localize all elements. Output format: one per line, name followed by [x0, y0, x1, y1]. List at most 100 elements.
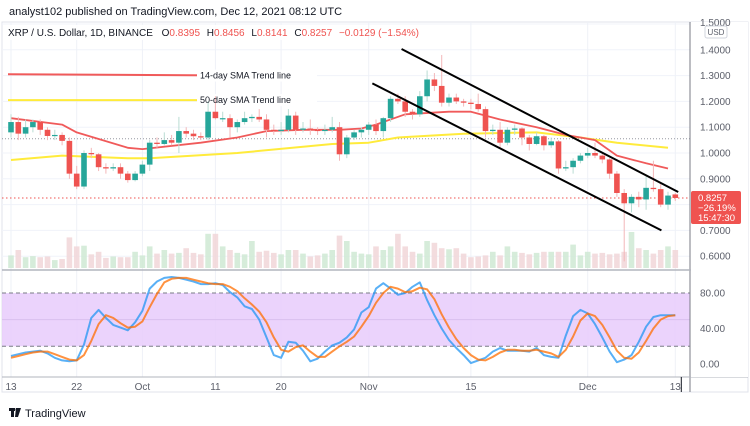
candle-body [285, 115, 292, 130]
current-price-label: 0.8257 −26.19% 15:47:30 [691, 190, 741, 224]
candle [190, 129, 197, 141]
legend-text: XRP / U.S. Dollar, 1D, BINANCE O0.8395 H… [8, 28, 419, 39]
candle-body [431, 79, 438, 86]
candle-body [190, 133, 197, 137]
candle [460, 98, 467, 107]
stoch-d-line [10, 276, 676, 362]
candle [219, 111, 226, 123]
candle [657, 183, 664, 208]
candle [139, 160, 146, 177]
candle [176, 116, 182, 153]
price-tick-label: 0.9000 [700, 174, 731, 185]
candle-body [453, 97, 460, 102]
candle [307, 119, 314, 135]
candle [249, 114, 255, 123]
legend: XRP / U.S. Dollar, 1D, BINANCE O0.8395 H… [4, 25, 419, 40]
candle-body [533, 136, 540, 144]
volume-bar [132, 251, 138, 268]
volume-bar [249, 241, 255, 268]
candle-body [66, 140, 73, 174]
candle-body [205, 111, 211, 138]
volume-bar [555, 251, 562, 268]
volume-bar [672, 250, 679, 268]
volume-bar [168, 253, 175, 268]
volume-bar [73, 246, 80, 268]
channel-lines[interactable] [371, 48, 679, 232]
volume-bar [314, 255, 321, 268]
volume-bar [66, 237, 73, 268]
candle [519, 127, 525, 146]
volume-bar [380, 250, 387, 268]
legend-high: 0.8456 [214, 28, 245, 39]
volume-bar [256, 251, 262, 268]
volume-bar [263, 250, 270, 268]
candle [468, 98, 474, 110]
candle-body [73, 173, 80, 187]
candle [161, 132, 168, 146]
channel-lower-line [371, 82, 662, 232]
candle-body [44, 129, 51, 136]
candle [636, 191, 642, 208]
tradingview-logo[interactable]: TradingView [9, 408, 86, 420]
volume-bar [526, 254, 533, 268]
candle-body [336, 127, 343, 155]
volume-bar [103, 257, 109, 268]
volume-bar [146, 246, 153, 268]
volume-bar [139, 255, 146, 268]
candle-body [88, 153, 95, 155]
stoch-tick-label: 0.00 [700, 360, 720, 371]
legend-low-label: L [251, 28, 257, 39]
volume-bar [417, 253, 423, 268]
candle [37, 119, 43, 135]
candle-body [446, 97, 452, 103]
sma14-label: 14-day SMA Trend line [200, 71, 291, 81]
candle-body [125, 173, 131, 181]
volume-bar [88, 254, 95, 268]
candle-body [657, 189, 664, 205]
volume-bar [599, 252, 606, 268]
candle [628, 194, 635, 213]
candle-body [168, 140, 175, 143]
volume-bar [234, 252, 241, 268]
candle [15, 116, 22, 141]
time-axis[interactable]: 13 22 Oct 11 20 Nov 15 Dec 13 [5, 377, 682, 393]
volume-bar [219, 246, 226, 268]
volume-bar [453, 248, 460, 268]
volume-bar [44, 256, 51, 268]
candle [256, 109, 262, 123]
candle-body [139, 164, 146, 174]
candle-body [606, 159, 613, 174]
candle-body [511, 128, 518, 130]
volume-bar [395, 233, 401, 268]
candle-body [95, 154, 102, 168]
volume-bars [8, 232, 679, 268]
volume-bar [577, 255, 584, 268]
sma50-label-bg [197, 94, 317, 107]
candle-body [212, 111, 219, 119]
volume-bar [460, 253, 467, 268]
sma50-label: 50-day SMA Trend line [200, 95, 291, 105]
candle-body [314, 129, 321, 132]
candle-body [475, 103, 481, 110]
volume-bar [365, 254, 372, 268]
candle [365, 122, 372, 135]
candle [387, 96, 394, 123]
candle-body [132, 173, 138, 181]
candle-body [490, 129, 496, 132]
candle-body [241, 118, 248, 123]
stoch-axis[interactable]: 80.00 40.00 0.00 [700, 289, 725, 371]
currency-badge[interactable]: USD [704, 25, 728, 39]
time-tick-label: Dec [579, 382, 597, 393]
candle-body [8, 122, 14, 133]
candle-body [526, 137, 533, 144]
candle [241, 111, 248, 125]
candle [584, 147, 591, 159]
legend-open: 0.8395 [169, 28, 200, 39]
candle [643, 176, 649, 210]
candle-body [373, 124, 379, 132]
legend-bg [4, 25, 294, 40]
candle-body [570, 160, 576, 168]
candle [482, 106, 489, 138]
candle [52, 129, 58, 141]
